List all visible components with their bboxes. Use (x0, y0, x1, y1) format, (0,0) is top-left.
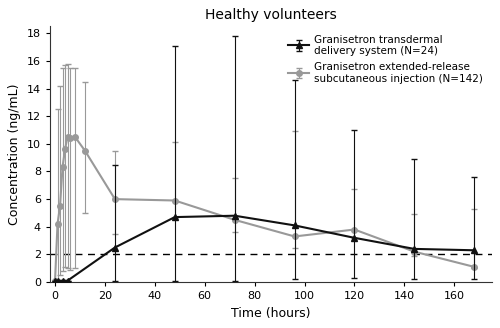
Y-axis label: Concentration (ng/mL): Concentration (ng/mL) (8, 83, 22, 225)
X-axis label: Time (hours): Time (hours) (231, 307, 310, 320)
Legend: Granisetron transdermal
delivery system (N=24), Granisetron extended-release
sub: Granisetron transdermal delivery system … (286, 31, 486, 87)
Title: Healthy volunteers: Healthy volunteers (205, 8, 336, 22)
